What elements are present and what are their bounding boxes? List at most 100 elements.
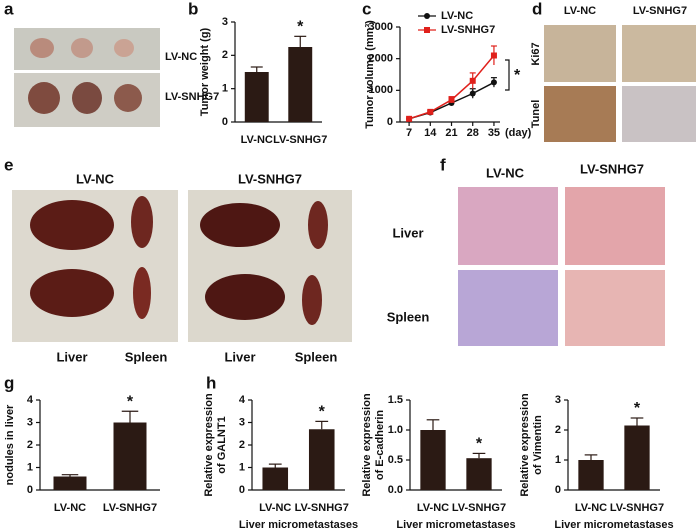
x-tick-label: 7 <box>406 127 412 139</box>
x-tick-label: LV-SNHG7 <box>273 134 327 146</box>
y-axis-label: Relative expression <box>519 393 531 497</box>
tumor <box>72 82 102 114</box>
legend-label: LV-SNHG7 <box>441 24 495 36</box>
significance: * <box>514 67 521 84</box>
x-axis-label: Liver micrometastases <box>239 519 358 531</box>
legend-marker <box>424 13 430 19</box>
x-tick-label: LV-NC <box>417 502 449 514</box>
y-axis-label: of GALNT1 <box>216 416 228 473</box>
tumor <box>114 84 142 112</box>
tumor <box>114 39 134 57</box>
panel-letter: c <box>362 0 371 18</box>
y-tick-label: 0.0 <box>388 484 403 496</box>
bar <box>624 425 650 490</box>
y-axis-label: Relative expression <box>361 393 373 497</box>
organ <box>308 201 328 249</box>
panel-letter: h <box>206 373 216 392</box>
x-tick-label: 28 <box>467 127 479 139</box>
marker <box>406 115 413 122</box>
bar <box>578 460 604 490</box>
column-label: LV-SNHG7 <box>633 5 687 17</box>
micrograph <box>458 187 558 265</box>
micrograph <box>565 270 665 346</box>
panel-letter: f <box>440 155 446 174</box>
marker <box>490 52 497 59</box>
row-label: Spleen <box>387 309 430 324</box>
organ <box>302 275 322 325</box>
tumor <box>71 38 93 58</box>
row-label: Liver <box>392 225 423 240</box>
y-tick-label: 2 <box>27 439 33 451</box>
significance: * <box>634 400 641 417</box>
y-axis-label: of Vimentin <box>532 415 544 475</box>
y-axis-label: nodules in liver <box>4 404 16 485</box>
y-tick-label: 3 <box>222 16 228 28</box>
organ <box>200 203 280 247</box>
y-tick-label: 2 <box>222 49 228 61</box>
column-label: LV-NC <box>564 5 596 17</box>
x-tick-label: LV-NC <box>575 502 607 514</box>
marker <box>448 96 455 103</box>
panel-letter: b <box>188 0 198 18</box>
x-tick-label: 21 <box>445 127 457 139</box>
y-tick-label: 0.5 <box>388 454 403 466</box>
bar <box>53 476 87 490</box>
organ <box>133 267 151 319</box>
panel-letter: g <box>4 373 14 392</box>
legend-label: LV-NC <box>441 10 473 22</box>
bar <box>420 430 446 490</box>
y-tick-label: 1.5 <box>388 394 403 406</box>
y-tick-label: 0 <box>387 116 393 128</box>
y-tick-label: 3 <box>555 394 561 406</box>
y-tick-label: 0 <box>239 484 245 496</box>
y-tick-label: 1.0 <box>388 424 403 436</box>
y-tick-label: 4 <box>239 394 246 406</box>
y-tick-label: 0 <box>222 116 228 128</box>
panel-letter: d <box>532 0 542 18</box>
y-axis-label: Relative expression <box>203 393 215 497</box>
bar <box>113 422 147 490</box>
x-tick-label: LV-NC <box>54 502 86 514</box>
y-tick-label: 0 <box>27 484 33 496</box>
group-label: LV-NC <box>76 171 115 186</box>
organ <box>131 196 153 248</box>
y-axis-label: Tumor weight (g) <box>199 27 211 116</box>
significance: * <box>127 393 134 410</box>
organ-label: Spleen <box>295 349 338 364</box>
x-tick-label: LV-SNHG7 <box>295 502 349 514</box>
row-label: LV-SNHG7 <box>165 91 219 103</box>
y-tick-label: 1 <box>555 454 561 466</box>
micrograph <box>544 25 616 82</box>
marker <box>469 77 476 84</box>
y-axis-label: of E-cadherin <box>374 410 386 481</box>
column-label: LV-NC <box>486 165 525 180</box>
bar <box>308 429 335 490</box>
y-tick-label: 1000 <box>369 84 393 96</box>
organ <box>30 200 114 250</box>
group-label: LV-SNHG7 <box>238 171 302 186</box>
organ-label: Liver <box>224 349 255 364</box>
bar <box>288 47 313 122</box>
x-tick-label: LV-SNHG7 <box>610 502 664 514</box>
row-label: Ki67 <box>530 42 542 65</box>
panel-letter: a <box>4 0 14 18</box>
y-tick-label: 4 <box>27 394 34 406</box>
column-label: LV-SNHG7 <box>580 161 644 176</box>
marker <box>427 108 434 115</box>
organ-label: Liver <box>56 349 87 364</box>
y-tick-label: 2000 <box>369 53 393 65</box>
x-axis-label: Liver micrometastases <box>396 519 515 531</box>
y-tick-label: 1 <box>27 461 33 473</box>
organ-label: Spleen <box>125 349 168 364</box>
y-axis-label: Tumor volume (mm³) <box>364 20 376 129</box>
row-label: LV-NC <box>165 51 197 63</box>
legend-marker <box>424 27 430 33</box>
x-tick-label: LV-NC <box>259 502 291 514</box>
tumor <box>30 38 54 58</box>
micrograph <box>544 86 616 142</box>
significance: * <box>476 436 483 453</box>
x-tick-label: 35 <box>488 127 500 139</box>
x-axis-label: Liver micrometastases <box>554 519 673 531</box>
x-tick-label: LV-SNHG7 <box>452 502 506 514</box>
bar <box>262 467 289 490</box>
